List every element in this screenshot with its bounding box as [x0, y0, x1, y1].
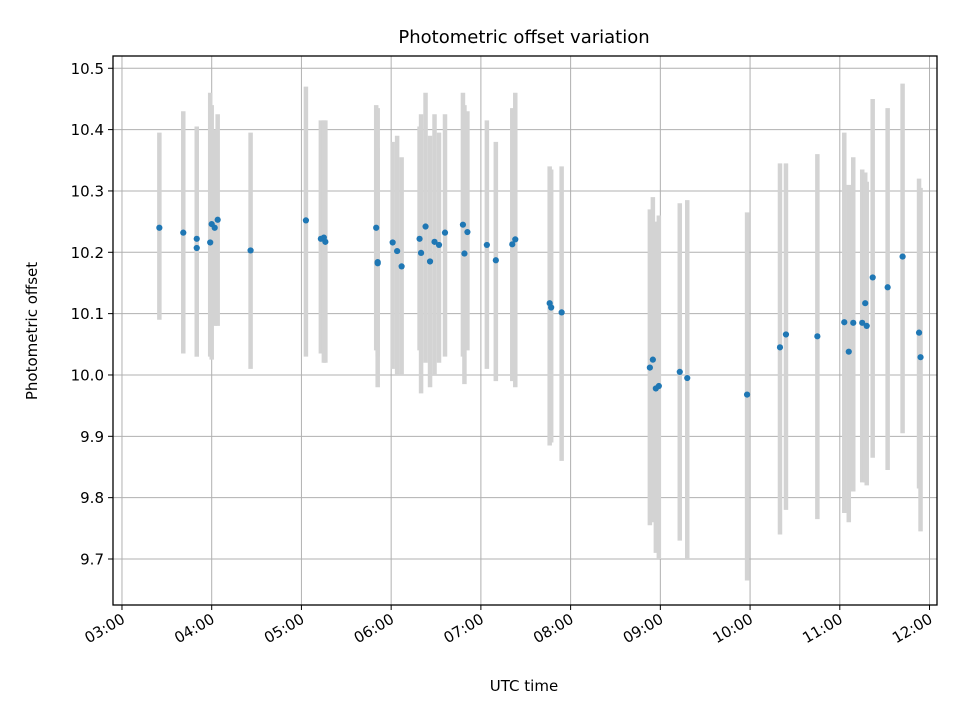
x-tick-label: 06:00 — [351, 610, 397, 647]
data-point — [676, 368, 683, 376]
y-tick-label: 9.8 — [80, 489, 104, 507]
y-tick-label: 9.9 — [80, 428, 104, 446]
x-tick-label: 03:00 — [82, 610, 128, 647]
chart-title: Photometric offset variation — [398, 27, 649, 48]
grid-lines — [113, 56, 937, 605]
y-axis-label: Photometric offset — [23, 262, 41, 400]
y-tick-label: 10.1 — [71, 305, 104, 323]
data-point — [394, 247, 401, 255]
data-point — [509, 241, 516, 248]
data-point — [776, 344, 784, 351]
data-point — [441, 229, 449, 236]
data-point — [483, 241, 490, 249]
data-point — [869, 274, 876, 281]
data-point — [863, 322, 870, 329]
data-point — [180, 229, 187, 236]
data-point — [374, 260, 381, 267]
data-point — [302, 217, 310, 224]
x-tick-label: 04:00 — [171, 610, 217, 647]
y-tick-label: 10.0 — [71, 366, 104, 384]
x-axis-label: UTC time — [490, 677, 558, 695]
x-tick-label: 07:00 — [440, 610, 486, 647]
data-point — [915, 329, 923, 336]
y-tick-label: 9.7 — [80, 550, 104, 568]
data-point — [214, 216, 221, 223]
data-point — [464, 228, 471, 236]
data-point — [649, 356, 656, 363]
x-tick-label: 12:00 — [889, 610, 935, 647]
data-point — [193, 244, 200, 252]
data-point — [917, 354, 924, 361]
x-tick-label: 09:00 — [620, 610, 666, 647]
data-point — [850, 319, 857, 326]
data-point — [247, 247, 254, 254]
data-point — [156, 224, 163, 231]
data-point — [845, 348, 852, 355]
data-point — [422, 223, 429, 230]
data-point — [398, 263, 405, 270]
plot-frame — [112, 55, 938, 606]
y-tick-label: 10.4 — [71, 121, 104, 139]
data-point — [743, 391, 751, 398]
data-point — [492, 257, 499, 264]
x-tick-label: 11:00 — [799, 610, 845, 647]
data-point — [431, 238, 438, 245]
y-tick-label: 10.2 — [71, 244, 104, 262]
data-points — [156, 216, 924, 398]
data-point — [459, 221, 467, 228]
data-point — [211, 224, 218, 231]
data-point — [548, 304, 555, 311]
data-point — [373, 224, 380, 231]
x-tick-label: 08:00 — [530, 610, 576, 647]
data-point — [814, 333, 821, 340]
data-point — [193, 235, 200, 242]
data-point — [512, 236, 519, 243]
data-point — [435, 241, 443, 249]
x-tick-label: 10:00 — [710, 610, 756, 647]
data-point — [461, 250, 468, 257]
data-point — [841, 319, 848, 326]
data-point — [417, 249, 425, 257]
y-tick-label: 10.3 — [71, 182, 104, 200]
data-point — [416, 235, 423, 242]
data-point — [558, 309, 565, 316]
data-point — [322, 238, 329, 245]
data-point — [684, 374, 691, 382]
data-point — [782, 331, 790, 338]
data-point — [859, 319, 866, 326]
y-tick-label: 10.5 — [71, 60, 104, 78]
data-point — [389, 239, 396, 246]
data-point — [899, 253, 906, 260]
x-tick-label: 05:00 — [261, 610, 307, 647]
data-point — [426, 258, 434, 265]
data-point — [862, 300, 869, 307]
data-point — [884, 284, 891, 291]
data-point — [655, 382, 662, 390]
data-point — [646, 364, 653, 371]
error-bars — [157, 83, 923, 581]
data-point — [207, 239, 214, 246]
